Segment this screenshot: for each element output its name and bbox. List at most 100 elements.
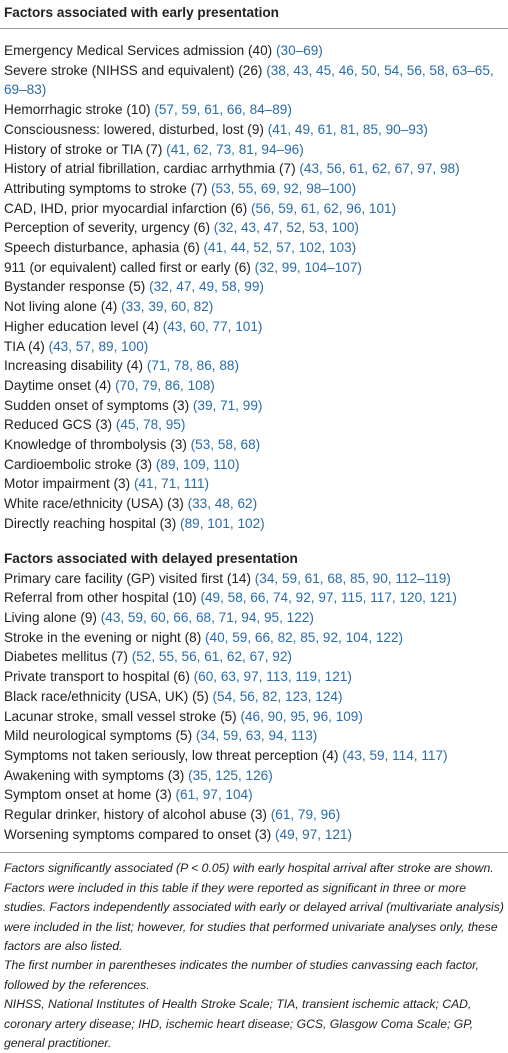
references: (41, 62, 73, 81, 94–96) bbox=[166, 141, 304, 157]
references: (43, 57, 89, 100) bbox=[48, 338, 149, 354]
factor-label: Worsening symptoms compared to onset (3) bbox=[4, 826, 272, 842]
references: (41, 71, 111) bbox=[133, 476, 210, 492]
references: (89, 101, 102) bbox=[180, 515, 265, 531]
references: (39, 71, 99) bbox=[192, 397, 263, 413]
references: (41, 44, 52, 57, 102, 103) bbox=[203, 240, 357, 256]
factor-label: Private transport to hospital (6) bbox=[4, 669, 190, 685]
references: (33, 48, 62) bbox=[187, 496, 258, 512]
factor-label: Black race/ethnicity (USA, UK) (5) bbox=[4, 688, 209, 704]
table-row: Worsening symptoms compared to onset (3)… bbox=[4, 825, 504, 845]
factor-label: Symptoms not taken seriously, low threat… bbox=[4, 747, 339, 763]
factor-label: Not living alone (4) bbox=[4, 299, 118, 315]
table-row: Living alone (9) (43, 59, 60, 66, 68, 71… bbox=[4, 608, 504, 628]
table-row: Lacunar stroke, small vessel stroke (5) … bbox=[4, 707, 504, 727]
table-row: Perception of severity, urgency (6) (32,… bbox=[4, 218, 504, 238]
table-row: Private transport to hospital (6) (60, 6… bbox=[4, 667, 504, 687]
factor-label: Lacunar stroke, small vessel stroke (5) bbox=[4, 708, 237, 724]
factor-label: Perception of severity, urgency (6) bbox=[4, 220, 211, 236]
table-row: Knowledge of thrombolysis (3) (53, 58, 6… bbox=[4, 435, 504, 455]
factor-label: Speech disturbance, aphasia (6) bbox=[4, 240, 200, 256]
table-row: Diabetes mellitus (7) (52, 55, 56, 61, 6… bbox=[4, 647, 504, 667]
references: (43, 60, 77, 101) bbox=[162, 318, 263, 334]
table-row: Attributing symptoms to stroke (7) (53, … bbox=[4, 179, 504, 199]
factor-label: Directly reaching hospital (3) bbox=[4, 515, 177, 531]
footnote: Factors significantly associated (P < 0.… bbox=[4, 861, 504, 954]
table-row: Awakening with symptoms (3) (35, 125, 12… bbox=[4, 766, 504, 786]
factor-label: Hemorrhagic stroke (10) bbox=[4, 102, 151, 118]
table-row: Not living alone (4) (33, 39, 60, 82) bbox=[4, 297, 504, 317]
references: (60, 63, 97, 113, 119, 121) bbox=[193, 669, 352, 685]
references: (32, 43, 47, 52, 53, 100) bbox=[213, 220, 359, 236]
references: (40, 59, 66, 82, 85, 92, 104, 122) bbox=[205, 629, 404, 645]
references: (57, 59, 61, 66, 84–89) bbox=[154, 102, 292, 118]
table-row: Bystander response (5) (32, 47, 49, 58, … bbox=[4, 277, 504, 297]
table-row: Consciousness: lowered, disturbed, lost … bbox=[4, 120, 504, 140]
table-row: Reduced GCS (3) (45, 78, 95) bbox=[4, 415, 504, 435]
references: (56, 59, 61, 62, 96, 101) bbox=[251, 200, 397, 216]
references: (32, 47, 49, 58, 99) bbox=[149, 279, 264, 295]
footnote: The first number in parentheses indicate… bbox=[4, 958, 479, 992]
references: (54, 56, 82, 123, 124) bbox=[212, 688, 343, 704]
references: (49, 97, 121) bbox=[274, 826, 353, 842]
table-row: Directly reaching hospital (3) (89, 101,… bbox=[4, 514, 504, 534]
factor-label: Referral from other hospital (10) bbox=[4, 590, 197, 606]
factor-label: Bystander response (5) bbox=[4, 279, 146, 295]
factor-label: 911 (or equivalent) called first or earl… bbox=[4, 259, 251, 275]
references: (61, 79, 96) bbox=[270, 807, 341, 823]
references: (61, 97, 104) bbox=[175, 787, 253, 803]
references: (34, 59, 63, 94, 113) bbox=[195, 728, 318, 744]
references: (33, 39, 60, 82) bbox=[121, 299, 214, 315]
table-row: Stroke in the evening or night (8) (40, … bbox=[4, 628, 504, 648]
references: (71, 78, 86, 88) bbox=[146, 358, 240, 374]
references: (43, 59, 60, 66, 68, 71, 94, 95, 122) bbox=[100, 609, 314, 625]
factor-label: Reduced GCS (3) bbox=[4, 417, 113, 433]
footnotes: Factors significantly associated (P < 0.… bbox=[0, 852, 508, 1053]
factor-label: Cardioembolic stroke (3) bbox=[4, 456, 153, 472]
table-row: TIA (4) (43, 57, 89, 100) bbox=[4, 337, 504, 357]
footnote: NIHSS, National Institutes of Health Str… bbox=[4, 997, 474, 1051]
table-row: 911 (or equivalent) called first or earl… bbox=[4, 258, 504, 278]
table-row: Mild neurological symptoms (5) (34, 59, … bbox=[4, 726, 504, 746]
factor-label: Severe stroke (NIHSS and equivalent) (26… bbox=[4, 62, 263, 78]
section-title: Factors associated with delayed presenta… bbox=[4, 550, 298, 566]
factor-label: Attributing symptoms to stroke (7) bbox=[4, 180, 208, 196]
table-row: Emergency Medical Services admission (40… bbox=[4, 41, 504, 61]
table-row: History of stroke or TIA (7) (41, 62, 73… bbox=[4, 140, 504, 160]
factor-label: Increasing disability (4) bbox=[4, 358, 144, 374]
references: (53, 55, 69, 92, 98–100) bbox=[211, 180, 357, 196]
table-row: Severe stroke (NIHSS and equivalent) (26… bbox=[4, 61, 504, 100]
factor-label: CAD, IHD, prior myocardial infarction (6… bbox=[4, 200, 248, 216]
references: (35, 125, 126) bbox=[188, 767, 273, 783]
references: (43, 59, 114, 117) bbox=[342, 747, 448, 763]
section-title: Factors associated with early presentati… bbox=[0, 0, 508, 29]
table-row: Sudden onset of symptoms (3) (39, 71, 99… bbox=[4, 396, 504, 416]
factor-label: Regular drinker, history of alcohol abus… bbox=[4, 807, 267, 823]
factor-label: White race/ethnicity (USA) (3) bbox=[4, 496, 184, 512]
references: (49, 58, 66, 74, 92, 97, 115, 117, 120, … bbox=[200, 590, 457, 606]
table-row: CAD, IHD, prior myocardial infarction (6… bbox=[4, 199, 504, 219]
references: (43, 56, 61, 62, 67, 97, 98) bbox=[299, 161, 460, 177]
references: (41, 49, 61, 81, 85, 90–93) bbox=[267, 121, 428, 137]
factor-label: Living alone (9) bbox=[4, 609, 97, 625]
table-row: Daytime onset (4) (70, 79, 86, 108) bbox=[4, 376, 504, 396]
table-row: White race/ethnicity (USA) (3) (33, 48, … bbox=[4, 494, 504, 514]
table-row: History of atrial fibrillation, cardiac … bbox=[4, 159, 504, 179]
references: (46, 90, 95, 96, 109) bbox=[240, 708, 363, 724]
factor-label: History of stroke or TIA (7) bbox=[4, 141, 163, 157]
table-row: Symptoms not taken seriously, low threat… bbox=[4, 746, 504, 766]
factor-label: Emergency Medical Services admission (40… bbox=[4, 43, 273, 58]
factor-label: Consciousness: lowered, disturbed, lost … bbox=[4, 121, 264, 137]
references: (70, 79, 86, 108) bbox=[115, 377, 215, 393]
factor-label: Stroke in the evening or night (8) bbox=[4, 629, 202, 645]
table-row: Cardioembolic stroke (3) (89, 109, 110) bbox=[4, 455, 504, 475]
table-row: Symptom onset at home (3) (61, 97, 104) bbox=[4, 785, 504, 805]
factor-label: TIA (4) bbox=[4, 338, 45, 354]
references: (53, 58, 68) bbox=[190, 437, 261, 453]
factor-label: Awakening with symptoms (3) bbox=[4, 767, 185, 783]
references: (89, 109, 110) bbox=[155, 456, 240, 472]
factor-label: Motor impairment (3) bbox=[4, 476, 131, 492]
references: (34, 59, 61, 68, 85, 90, 112–119) bbox=[254, 570, 451, 586]
factor-label: Knowledge of thrombolysis (3) bbox=[4, 437, 187, 453]
references: (30–69) bbox=[275, 43, 323, 58]
